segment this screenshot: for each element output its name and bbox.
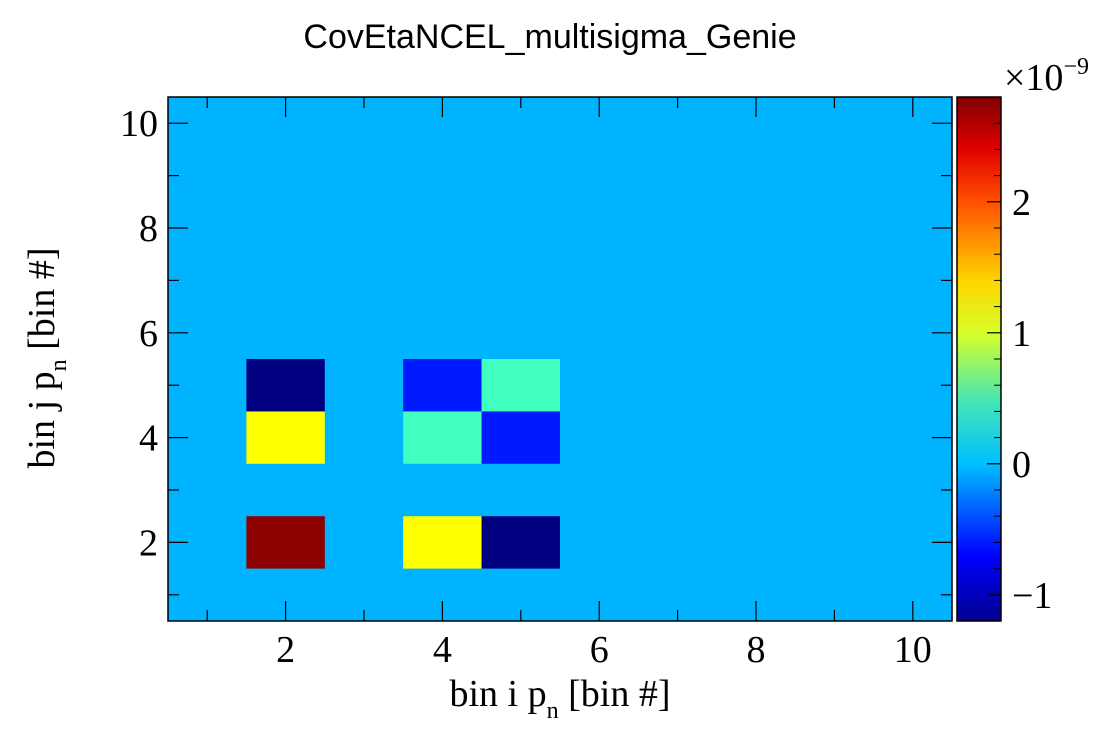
y-tick-label: 6 — [139, 313, 158, 355]
colorbar — [956, 96, 1002, 622]
heatmap-cell — [481, 411, 560, 464]
plot-border — [167, 96, 953, 622]
heatmap-cell — [246, 516, 325, 569]
heatmap-cells — [246, 359, 560, 569]
colorbar-exponent-power: −9 — [1063, 54, 1089, 80]
heatmap-cell — [403, 411, 482, 464]
heatmap-cell — [481, 516, 560, 569]
y-axis-label-suffix: [bin #] — [21, 248, 63, 360]
y-axis-tick-labels: 2 4 6 8 10 — [120, 103, 158, 564]
colorbar-ticks: −1 0 1 2 — [987, 122, 1052, 617]
y-tick-label: 10 — [120, 103, 158, 145]
x-axis-label: bin i pn [bin #] — [450, 673, 671, 724]
colorbar-tick-label: −1 — [1012, 575, 1052, 617]
y-axis-label-main: bin j p — [21, 371, 63, 468]
colorbar-tick-label: 0 — [1012, 444, 1031, 486]
y-tick-label: 2 — [139, 522, 158, 564]
y-tick-label: 8 — [139, 208, 158, 250]
colorbar-tick-label: 1 — [1012, 313, 1031, 355]
heatmap-cell — [403, 359, 482, 412]
colorbar-exponent: ×10−9 — [1004, 54, 1089, 99]
plot-frame — [167, 96, 953, 622]
x-axis-tick-labels: 2 4 6 8 10 — [276, 629, 932, 671]
heatmap-cell — [403, 516, 482, 569]
x-tick-label: 8 — [747, 629, 766, 671]
x-tick-label: 4 — [433, 629, 452, 671]
x-tick-label: 2 — [276, 629, 295, 671]
heatmap-cell — [246, 411, 325, 464]
y-axis-label-subscript: n — [46, 359, 72, 371]
heatmap-cell — [246, 359, 325, 412]
x-axis-label-subscript: n — [547, 698, 559, 724]
x-axis-label-suffix: [bin #] — [559, 673, 671, 715]
chart-title: CovEtaNCEL_multisigma_Genie — [303, 18, 796, 56]
x-tick-label: 10 — [894, 629, 932, 671]
heatmap-cell — [481, 359, 560, 412]
colorbar-tick-label: 2 — [1012, 182, 1031, 224]
y-axis-label: bin j pn [bin #] — [21, 248, 72, 469]
y-tick-label: 4 — [139, 418, 158, 460]
colorbar-exponent-base: ×10 — [1004, 57, 1063, 99]
x-tick-label: 6 — [590, 629, 609, 671]
x-axis-label-main: bin i p — [450, 673, 547, 715]
